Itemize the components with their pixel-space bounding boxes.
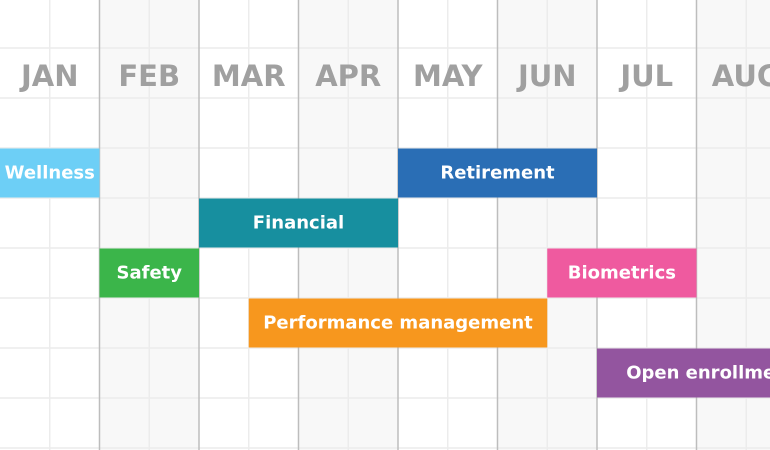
task-bar [199,198,398,248]
month-label: JAN [19,59,79,93]
task-bar [547,248,697,298]
task-label: Performance management [263,313,533,334]
month-label: JUN [516,59,577,93]
task-label: Biometrics [568,263,676,284]
task-label: Wellness [5,163,95,184]
task-label: Open enrollment [626,363,770,384]
task-bar [0,148,100,198]
month-label: FEB [118,59,180,93]
month-label: APR [315,59,381,93]
month-label: MAY [413,59,484,93]
month-label: AUG [712,59,770,93]
task-bar [398,148,597,198]
task-label: Safety [117,263,183,284]
task-bar [99,248,199,298]
task-label: Financial [253,213,344,234]
month-label: JUL [618,59,673,93]
month-label: MAR [212,59,286,93]
task-label: Retirement [440,163,555,184]
task-bar [248,298,548,348]
task-bar [597,348,770,398]
